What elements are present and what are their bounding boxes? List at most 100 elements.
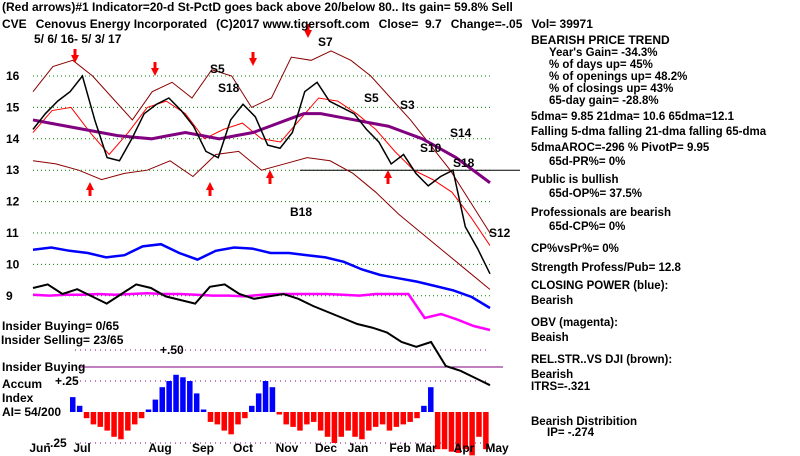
ai-bar [166,381,172,412]
ai-bar [462,412,468,450]
insider-selling: Insider Selling= 23/65 [1,333,124,347]
ai-bar [138,412,145,419]
ai-bar [97,412,104,427]
ai-bar [76,405,83,412]
dma21-line [32,97,491,246]
year-gain: Year's Gain= -34.3% [549,47,658,59]
obv-title: OBV (magenta): [531,317,618,329]
ai-bar [242,412,248,419]
public-status: Public is bullish [531,174,619,186]
ai-tick-label: -.25 [46,436,67,450]
ticker: CVE [2,17,27,31]
ai-bar [304,412,310,425]
closings-up: % of closings up= 43% [549,83,674,95]
ai-bar [125,412,131,431]
ai-bar [352,412,358,437]
x-tick-label: May [485,441,509,455]
signal-label: S18 [218,81,240,95]
ai-tick-label: +.25 [55,374,79,388]
ip-value: IP= -.274 [547,427,594,439]
ai-bar [207,412,214,422]
ai-bar [214,412,221,425]
ai-bar [317,412,324,431]
ai-bar [359,412,365,440]
company-name: Cenovus Energy Incorporated [35,17,208,31]
ai-bar [441,412,448,450]
closing-power-title: CLOSING POWER (blue): [531,280,669,292]
strength-ratio: Strength Profess/Pub= 12.8 [531,262,681,274]
distribution-status: Bearish Distribition [531,416,638,428]
obv-line [32,291,491,332]
signal-label: S5 [364,91,379,105]
signal-label: S14 [450,126,472,140]
ai-bar [173,374,179,412]
ai-bar [455,412,462,453]
ai-bar [249,405,255,412]
ai-bar [131,412,138,425]
pros-status: Professionals are bearish [531,207,671,219]
x-tick-label: Dec [315,441,337,455]
header-row: CVE Cenovus Energy Incorporated (C)2017 … [2,18,593,31]
x-tick-label: Apr [454,441,475,455]
buy-arrow-icon [266,170,274,184]
ai-bar [255,393,262,412]
ai-bar [111,412,117,437]
ai-bar [118,412,124,440]
ai-bar [379,412,386,425]
sell-arrow-icon [71,49,79,63]
openings-up: % of openings up= 48.2% [549,71,688,83]
x-tick-label: Feb [389,441,410,455]
buy-arrow-icon [206,182,214,196]
ai-bar [386,412,393,431]
x-tick-label: Jul [73,441,90,455]
signal-label: S10 [420,141,442,155]
accum-label: Accum [2,377,43,391]
y-tick-label: 10 [6,257,20,271]
ai-bar [345,412,351,431]
x-tick-label: Nov [276,441,299,455]
x-tick-label: Oct [233,441,253,455]
closing-power-line [32,242,491,310]
ai-bar [104,412,110,431]
rel-strength-line [32,283,491,387]
ai-bar [200,409,207,412]
y-tick-label: 13 [6,163,20,177]
ai-bar [235,412,241,425]
ai-bar [221,412,227,431]
ai-bar [469,412,475,456]
close-value: Close= 9.7 [378,17,442,31]
sell-arrow-icon [304,24,312,38]
dma-values: 5dma= 9.85 21dma= 10.6 65dma=12.1 [531,111,734,123]
ai-bar [331,412,338,443]
itrs-value: ITRS=-.321 [531,381,591,393]
sell-arrow-icon [151,62,159,76]
y-tick-label: 14 [6,132,20,146]
ai-bar [476,412,482,437]
ai-bar [421,405,427,412]
buy-arrow-icon [384,170,392,184]
ai-bar [83,412,90,419]
ai-bar [180,377,186,412]
insider-buying: Insider Buying= 0/65 [2,319,120,333]
ai-bar [400,412,406,425]
price-line [32,74,491,275]
date-range: 5/ 6/ 16- 5/ 3/ 17 [34,32,122,46]
ai-bar [90,412,97,425]
op-pct: 65d-OP%= 37.5% [549,188,643,200]
rel-strength-status: Bearish [531,369,574,381]
cp-vs-pr: CP%vsPr%= 0% [531,243,619,255]
x-tick-label: Sep [192,441,214,455]
lower-band-line [32,150,491,290]
ai-tick-label: +.50 [160,343,184,357]
trend-title: BEARISH PRICE TREND [531,33,670,47]
ai-bar [70,397,76,412]
x-tick-label: Mar [415,441,437,455]
pr-pct: 65d-PR%= 0% [549,156,626,168]
signal-label: S7 [318,35,333,49]
change-value: Change=-.05 [450,17,523,31]
ai-bar [152,399,159,412]
y-tick-label: 16 [6,69,20,83]
y-tick-label: 12 [6,195,20,209]
